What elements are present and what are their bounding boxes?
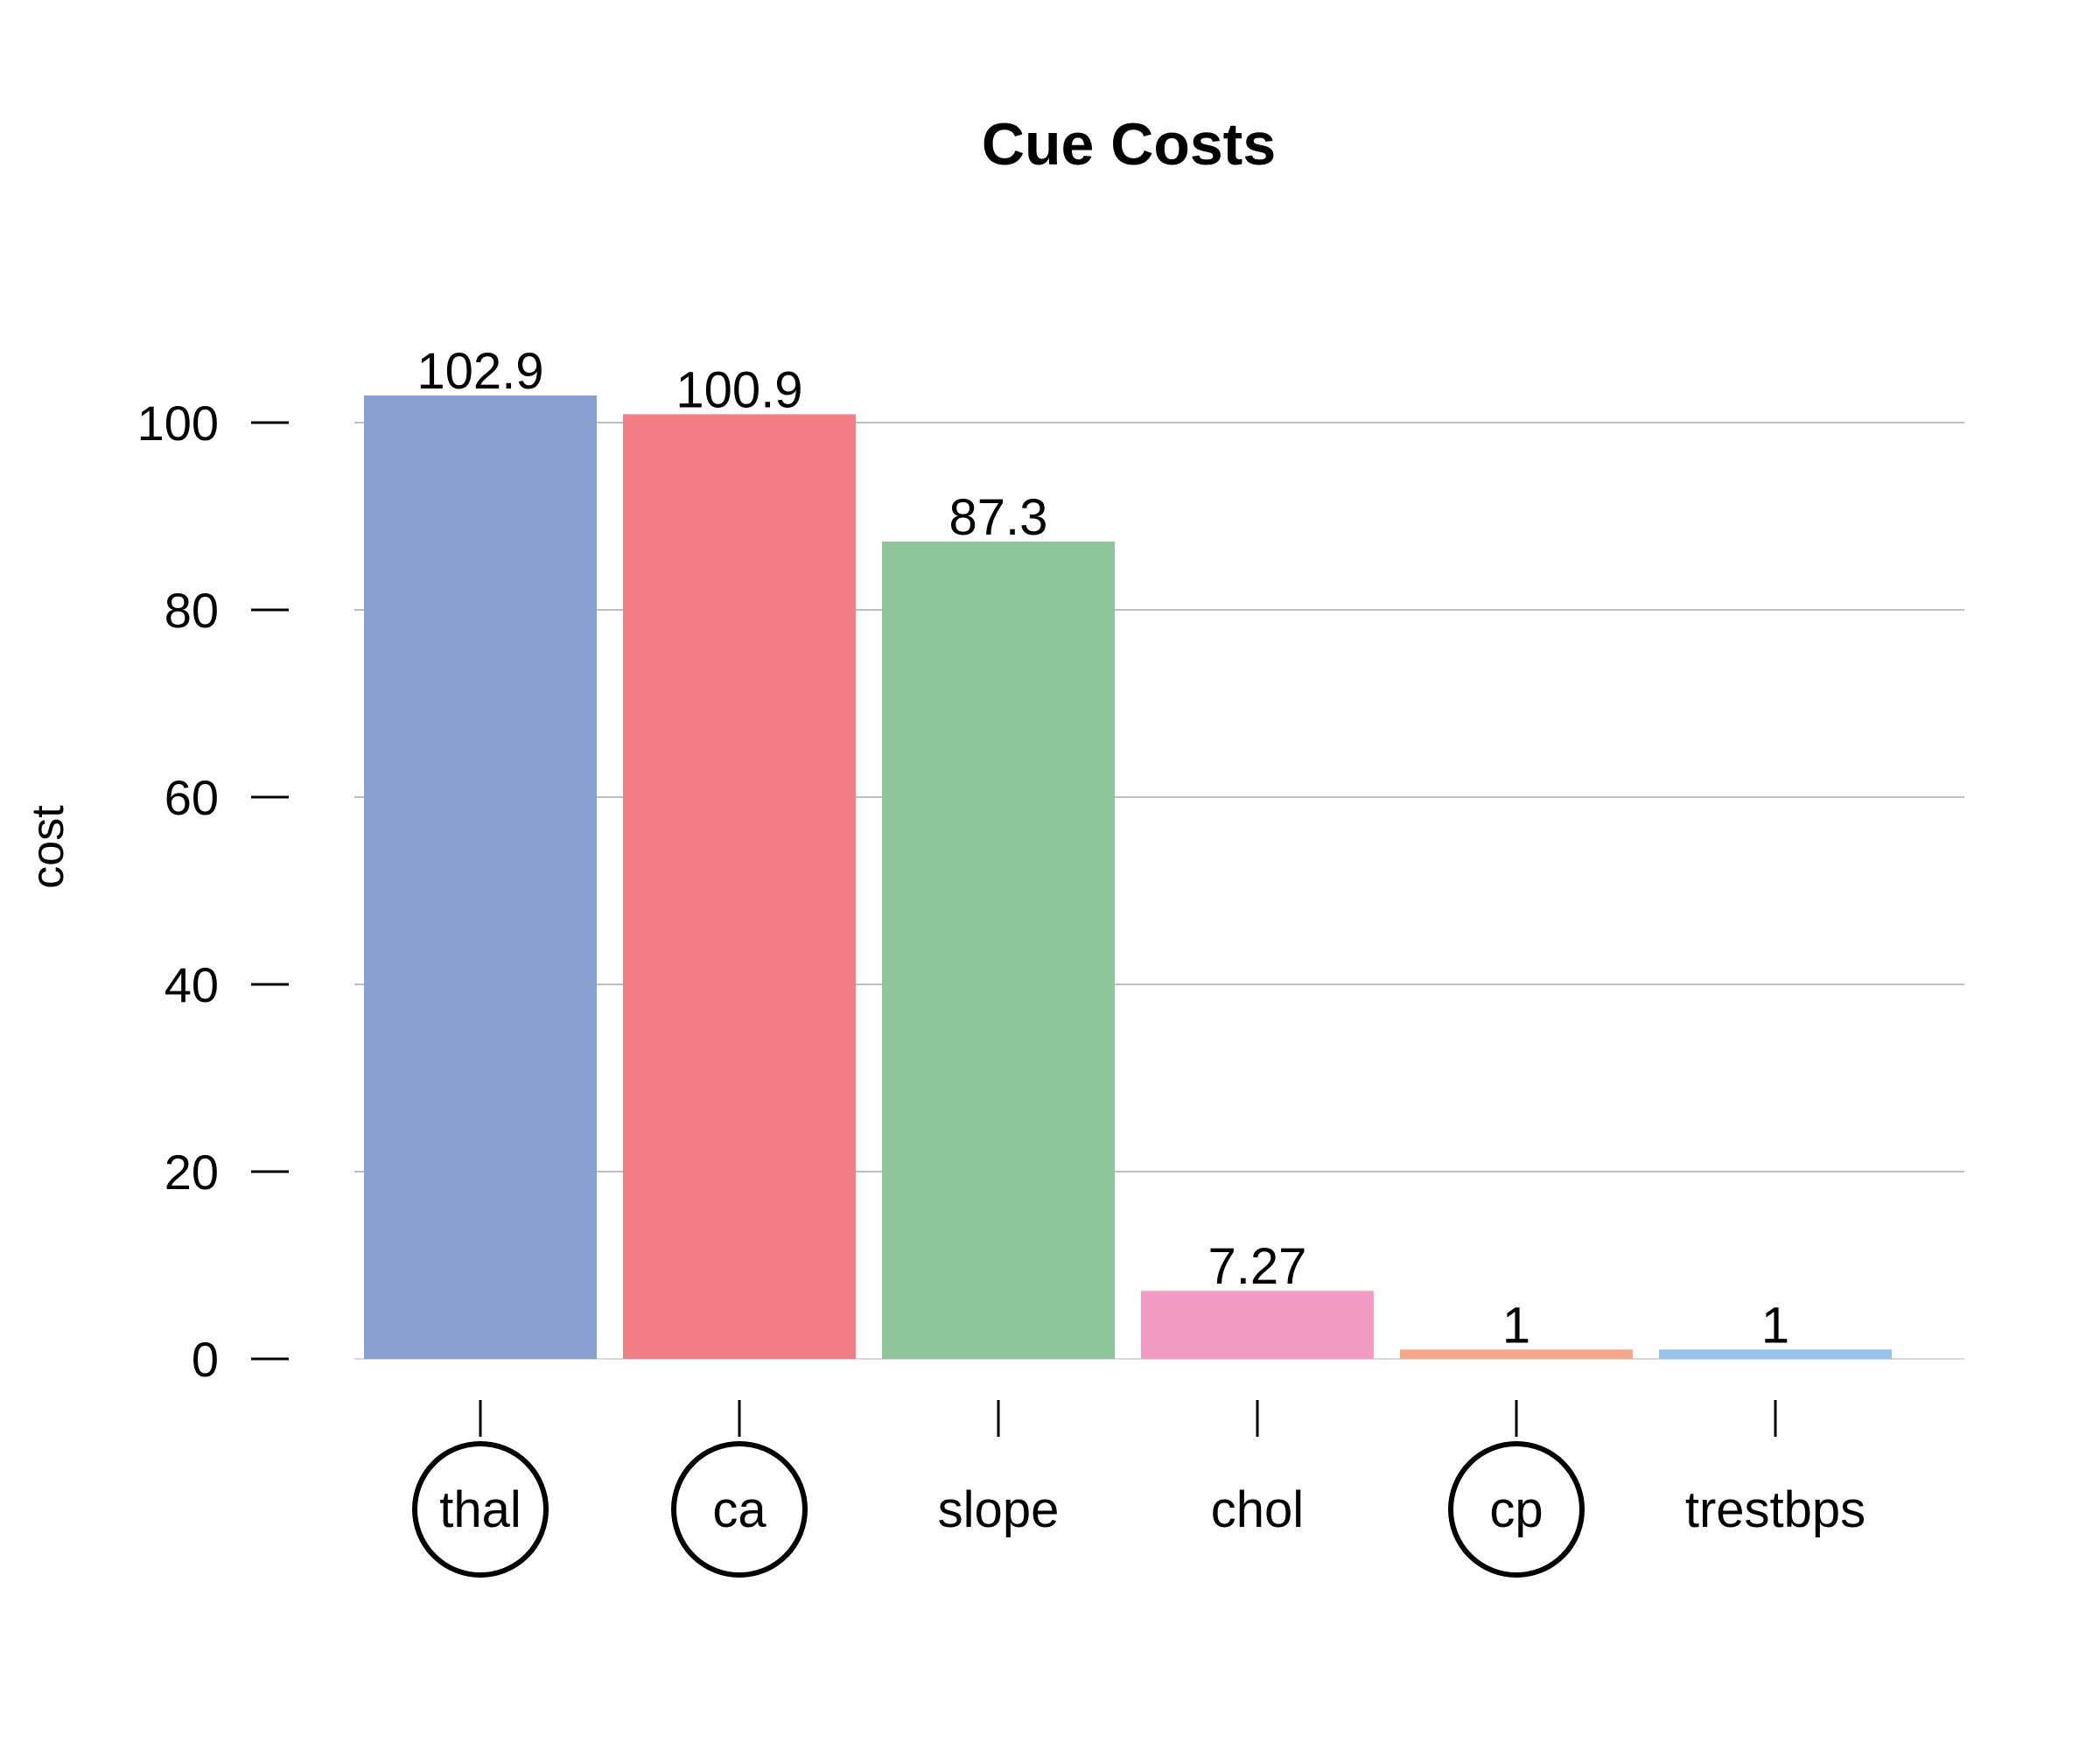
y-tick-label: 80: [164, 583, 219, 638]
y-tick-label: 60: [164, 770, 219, 825]
value-label: 102.9: [416, 343, 543, 400]
x-tick-label: ca: [712, 1481, 766, 1538]
category-highlight-circle: [1448, 1441, 1585, 1578]
y-axis: 0 20 40 60 80 100: [137, 396, 289, 1387]
y-tick-label: 20: [164, 1144, 219, 1200]
value-label: 1: [1761, 1297, 1789, 1354]
bar-cp: [1400, 1349, 1633, 1359]
x-tick-label: thal: [439, 1481, 522, 1538]
category-highlight-circle: [412, 1441, 549, 1578]
category-highlight-circle: [671, 1441, 808, 1578]
value-label: 1: [1502, 1297, 1530, 1354]
x-tick-label: trestbps: [1685, 1481, 1866, 1538]
bar-slope: [882, 541, 1115, 1359]
y-axis-label: cost: [23, 805, 74, 889]
y-tick-label: 0: [192, 1332, 219, 1387]
y-tick-label: 40: [164, 957, 219, 1012]
x-tick-label: chol: [1211, 1481, 1304, 1538]
value-label: 100.9: [676, 361, 802, 418]
y-tick-label: 100: [137, 396, 219, 451]
bar-ca: [623, 414, 856, 1359]
x-tick-label: cp: [1489, 1481, 1543, 1538]
value-label: 87.3: [949, 489, 1048, 546]
bars: [364, 395, 1892, 1360]
chart-title: Cue Costs: [982, 111, 1276, 178]
bar-chol: [1141, 1291, 1374, 1359]
x-tick-label: slope: [938, 1481, 1060, 1538]
value-labels: 102.9 100.9 87.3 7.27 1 1: [416, 343, 1789, 1354]
bar-thal: [364, 395, 597, 1360]
bar-trestbps: [1659, 1349, 1892, 1359]
x-axis: thal ca slope chol cp trestbps: [412, 1400, 1866, 1578]
value-label: 7.27: [1208, 1238, 1307, 1295]
